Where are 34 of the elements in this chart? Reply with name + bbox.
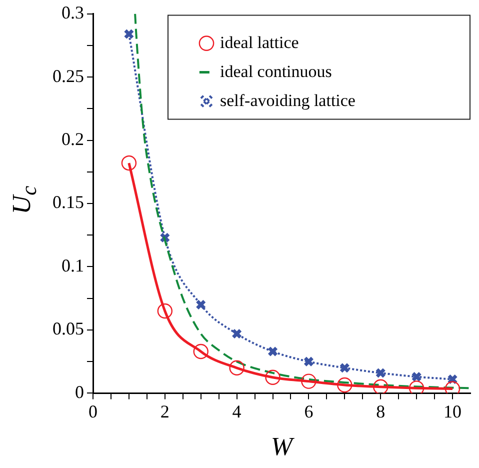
y-tick-label: 0 [75,382,84,402]
y-tick-label: 0.05 [52,318,84,339]
point [408,380,424,394]
y-tick-label: 0.3 [62,2,84,23]
y-tick-label: 0.15 [52,192,84,212]
legend-label: self-avoiding lattice [220,90,356,110]
point [193,344,208,360]
point [339,362,350,374]
x-tick-label: 6 [304,402,314,422]
legend-label: ideal lattice [220,32,299,52]
y-tick-label: 0.1 [62,255,84,276]
point [157,303,173,319]
legend-label: ideal continuous [220,62,332,81]
x-tick-label: 2 [160,402,170,422]
point [267,346,278,357]
point [232,328,242,340]
x-tick-label: 10 [444,402,462,422]
x-tick-label: 0 [88,402,98,422]
y-tick-label: 0.2 [62,129,84,149]
point [196,299,206,310]
point [411,371,422,382]
point [229,360,244,376]
x-axis-title: W [270,432,295,462]
x-tick-label: 8 [376,402,386,422]
point [121,155,137,171]
point [303,356,314,367]
point [373,379,388,394]
point [375,368,386,378]
point [337,377,352,393]
point [301,374,316,389]
point [265,370,280,385]
x-tick-label: 4 [232,402,242,422]
point [124,28,134,40]
y-tick-label: 0.25 [52,66,84,86]
